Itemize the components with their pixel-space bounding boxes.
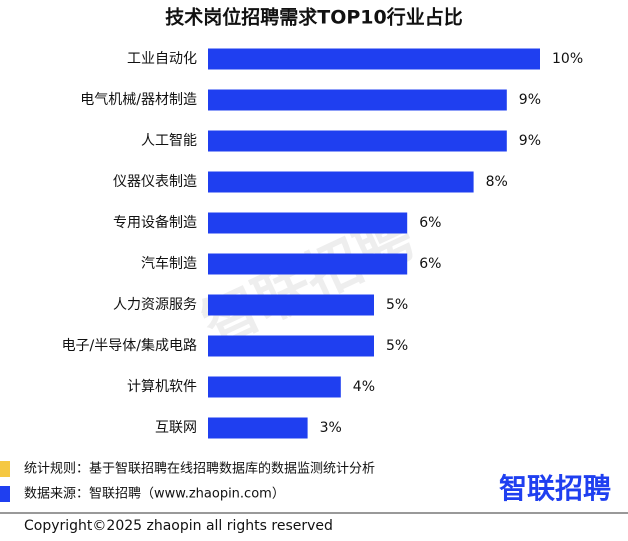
category-label: 仪器仪表制造 [113, 174, 197, 190]
bar [208, 130, 507, 152]
value-label: 6% [419, 215, 441, 231]
category-label: 人工智能 [141, 133, 197, 149]
bar [208, 294, 374, 316]
bar [208, 376, 341, 398]
note-swatch [0, 486, 10, 502]
category-label: 工业自动化 [127, 51, 197, 67]
bar [208, 335, 374, 357]
bar [208, 417, 308, 439]
category-label: 互联网 [155, 420, 197, 436]
bar [208, 48, 540, 70]
copyright: Copyright©2025 zhaopin all rights reserv… [24, 518, 333, 534]
value-label: 6% [419, 256, 441, 272]
value-label: 5% [386, 297, 408, 313]
category-label: 人力资源服务 [113, 297, 197, 313]
category-label: 电子/半导体/集成电路 [62, 337, 197, 354]
note: 数据来源：智联招聘（www.zhaopin.com） [24, 487, 285, 502]
value-label: 9% [519, 133, 541, 149]
note: 统计规则：基于智联招聘在线招聘数据库的数据监测统计分析 [24, 461, 375, 477]
value-label: 3% [320, 420, 342, 436]
value-label: 4% [353, 379, 375, 395]
bar [208, 212, 408, 234]
bar [208, 89, 507, 111]
value-label: 5% [386, 338, 408, 354]
category-label: 汽车制造 [141, 255, 197, 272]
value-label: 8% [486, 174, 508, 190]
bar [208, 171, 474, 193]
bar [208, 253, 408, 275]
category-label: 电气机械/器材制造 [80, 92, 197, 108]
logo: 智联招聘 [499, 472, 611, 505]
value-label: 9% [519, 92, 541, 108]
category-label: 专用设备制造 [113, 214, 197, 231]
value-label: 10% [552, 51, 583, 67]
chart-title: 技术岗位招聘需求TOP10行业占比 [165, 6, 462, 29]
category-label: 计算机软件 [127, 379, 197, 395]
note-swatch [0, 461, 10, 477]
